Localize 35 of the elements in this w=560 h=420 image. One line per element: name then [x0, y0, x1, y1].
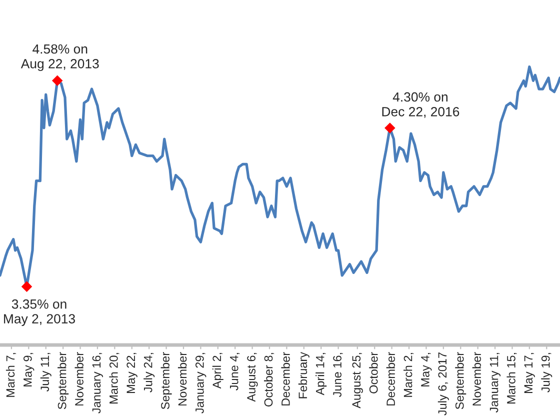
x-tick-label: August 25,	[352, 352, 363, 408]
x-tick-label: December	[281, 352, 290, 406]
x-tick-label: November	[178, 352, 187, 406]
x-tick-label: October	[369, 352, 378, 394]
x-tick-label: September	[160, 352, 172, 410]
x-tick-label: March 20,	[109, 352, 120, 404]
x-tick-label: May 4,	[421, 352, 432, 386]
x-tick-label: June 4,	[230, 352, 240, 390]
x-tick-label: March 7,	[6, 352, 16, 397]
x-tick-label: July 11,	[40, 352, 52, 392]
x-tick-label: August 6,	[247, 352, 258, 402]
x-tick-label: July 24,	[144, 352, 155, 392]
x-tick-label: June 16,	[333, 352, 343, 398]
x-tick-label: May 9,	[23, 352, 34, 386]
annotation: 3.35% on May 2, 2013	[4, 299, 75, 326]
x-tick-label: September	[455, 352, 466, 410]
x-tick-label: November	[74, 352, 84, 406]
x-tick-label: October 8,	[264, 352, 274, 406]
x-tick-label: April 2,	[212, 352, 224, 389]
x-tick-label: November	[472, 352, 481, 406]
annotation: 4.58% on Aug 22, 2013	[20, 44, 99, 71]
x-tick-label: January 29,	[195, 352, 206, 414]
x-tick-label: July 19,	[541, 352, 552, 392]
x-tick-label: April 14,	[316, 352, 327, 396]
x-tick-label: July 6, 2017	[438, 352, 449, 416]
x-tick-label: May 22,	[126, 352, 138, 393]
x-tick-label: March 2,	[404, 352, 414, 397]
x-tick-label: January 11,	[490, 352, 501, 413]
x-tick-label: December	[386, 352, 395, 406]
annotation: 4.30% on Dec 22, 2016	[382, 92, 460, 118]
x-tick-label: February	[298, 352, 310, 398]
x-tick-label: January 16,	[92, 352, 103, 414]
x-tick-label: September	[58, 352, 69, 410]
x-tick-label: May 17,	[524, 352, 535, 393]
x-tick-label: March 15,	[506, 352, 517, 404]
